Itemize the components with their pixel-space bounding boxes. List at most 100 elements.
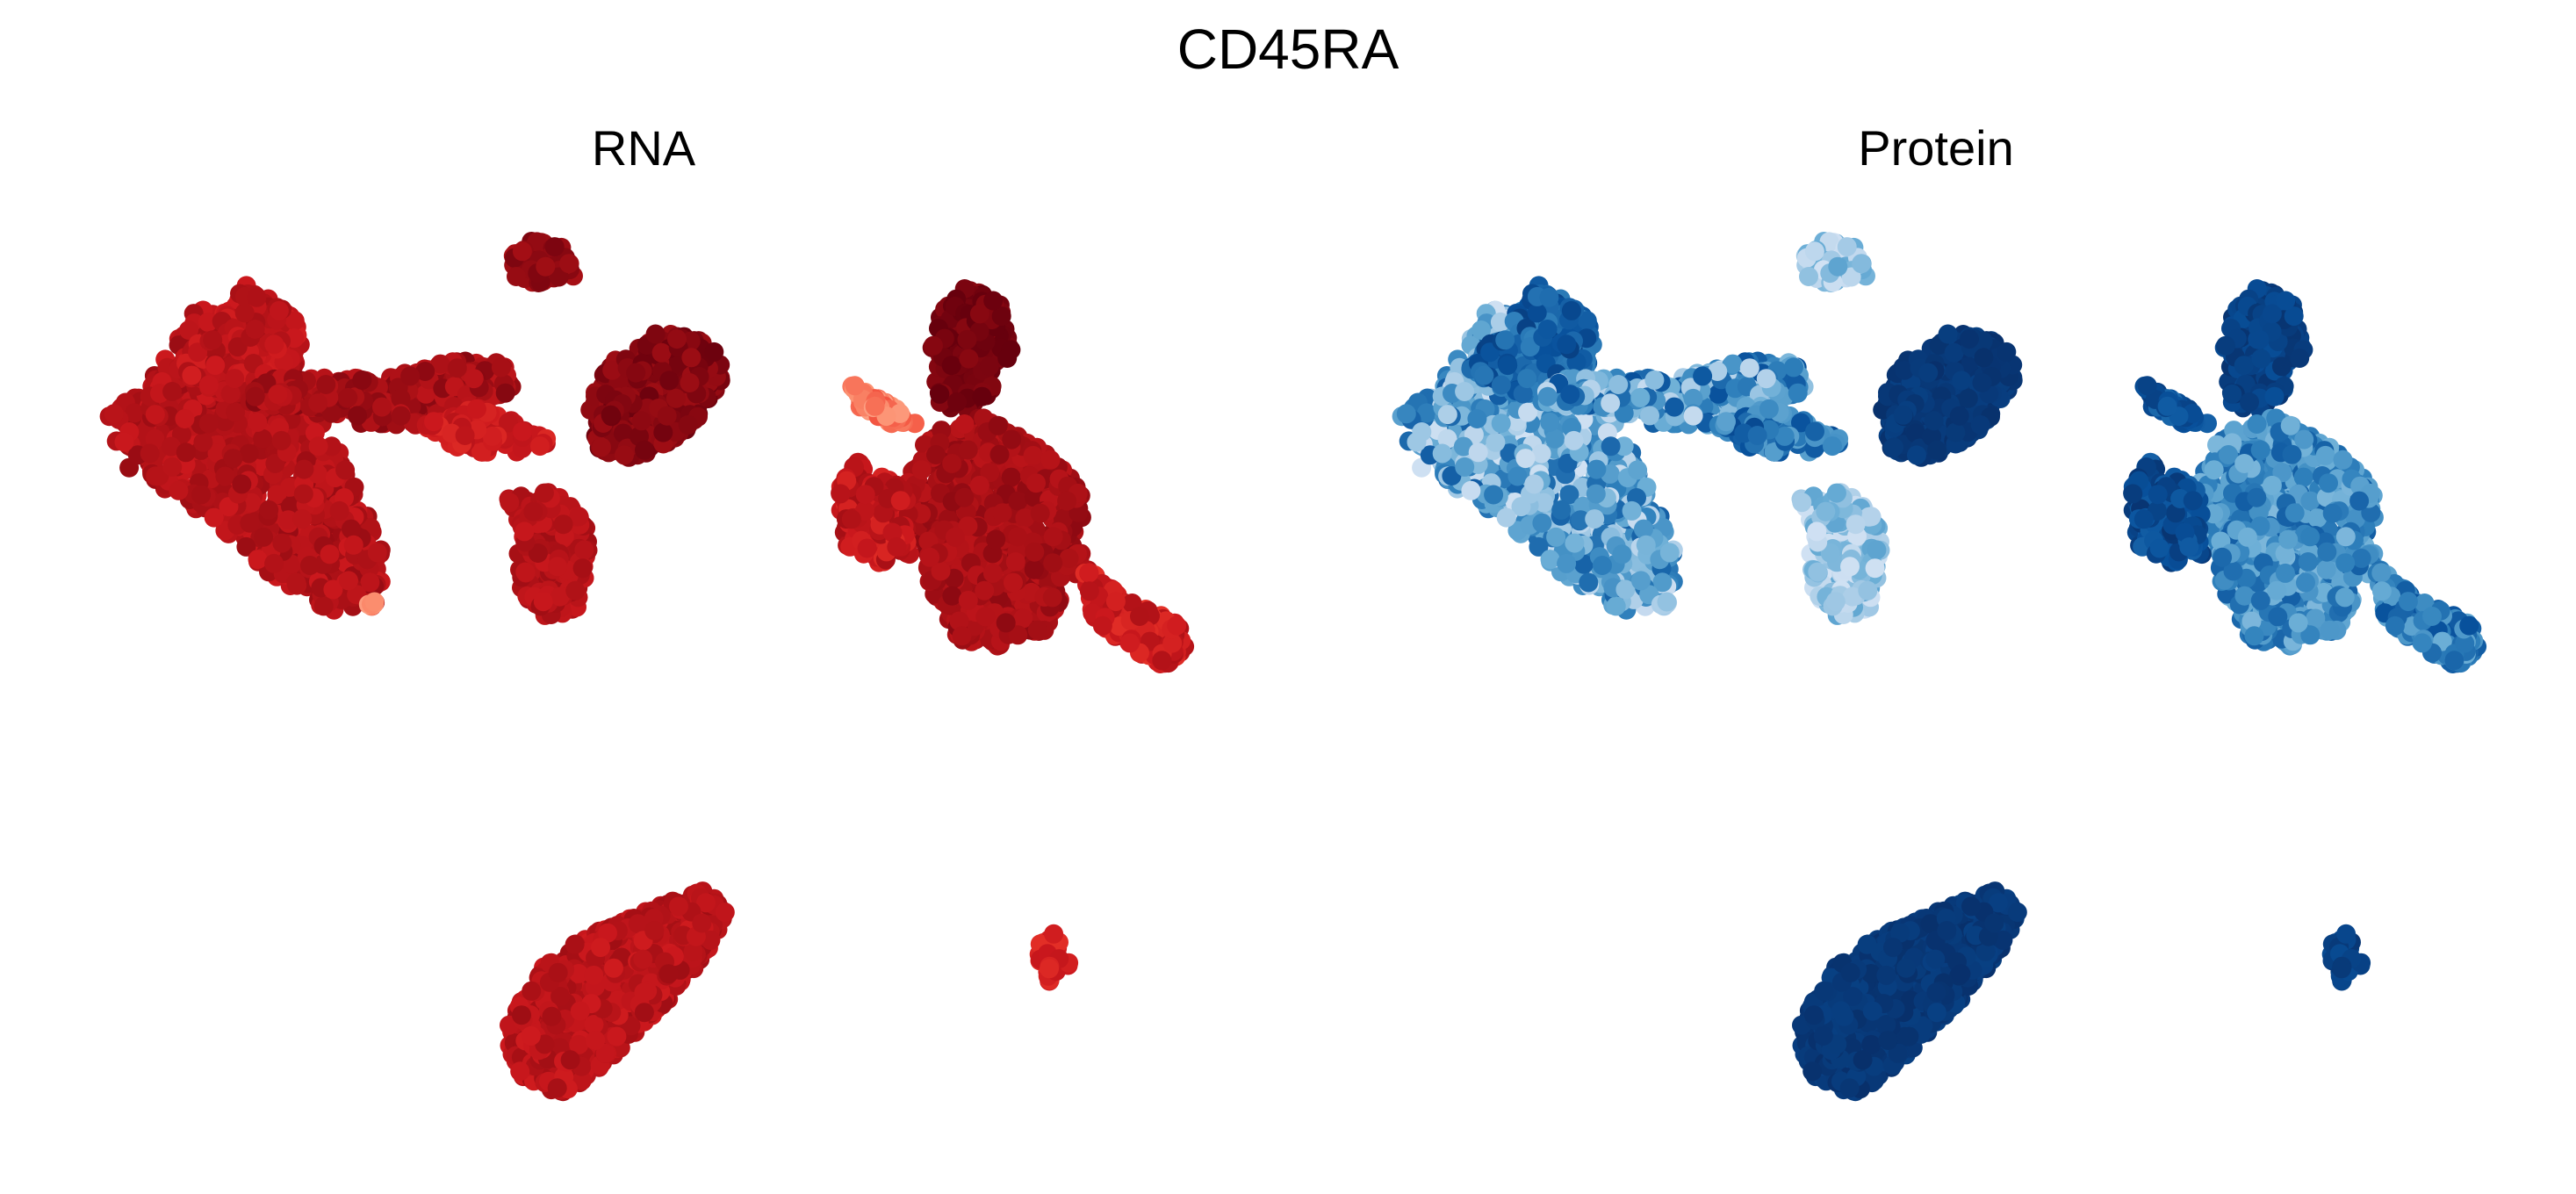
scatter-point [342, 519, 361, 539]
scatter-point [523, 501, 543, 521]
scatter-point [887, 537, 907, 557]
scatter-point [930, 384, 950, 404]
scatter-point [329, 500, 349, 521]
scatter-point [954, 487, 975, 507]
scatter-point [464, 369, 484, 389]
scatter-point [364, 592, 385, 612]
scatter-point [140, 443, 160, 464]
scatter-point [191, 485, 212, 505]
scatter-point [447, 358, 467, 378]
scatter-point [975, 607, 996, 627]
scatter-point [704, 342, 724, 362]
scatter-point [989, 444, 1010, 464]
scatter-point [179, 320, 198, 340]
scatter-point [240, 513, 260, 533]
scatter-point [1027, 620, 1047, 640]
scatter-point [507, 267, 526, 286]
scatter-point [1001, 467, 1021, 487]
scatter-point [205, 356, 226, 376]
scatter-point [530, 436, 550, 457]
scatter-point [715, 903, 735, 923]
scatter-point [1024, 559, 1044, 579]
scatter-point [547, 1078, 567, 1098]
scatter-point [657, 406, 677, 426]
scatter-point [1026, 473, 1046, 493]
scatter-point [286, 572, 306, 593]
scatter-point [865, 396, 885, 416]
scatter-point [604, 958, 623, 978]
scatter-point [367, 543, 387, 563]
scatter-point [313, 596, 334, 616]
scatter-point [548, 962, 568, 982]
scatter-point [1008, 491, 1028, 511]
scatter-point [911, 460, 932, 480]
scatter-point [293, 484, 313, 504]
scatter-point [278, 510, 299, 530]
scatter-point [182, 365, 202, 385]
scatter-point [162, 457, 183, 477]
scatter-point [125, 403, 144, 423]
scatter-point [841, 509, 861, 529]
scatter-point [338, 387, 358, 407]
scatter-point [226, 402, 246, 422]
scatter-point [198, 312, 218, 332]
scatter-point [1043, 527, 1063, 547]
scatter-point [1008, 527, 1028, 547]
scatter-point [920, 547, 940, 567]
scatter-point [514, 521, 535, 542]
scatter-point [316, 375, 336, 394]
scatter-point [248, 412, 268, 432]
scatter-point [491, 357, 511, 378]
scatter-point [941, 356, 961, 376]
scatter-point [601, 405, 621, 425]
scatter-point [1040, 959, 1059, 979]
scatter-point [245, 386, 265, 406]
scatter-point [992, 503, 1012, 523]
scatter-point [592, 437, 611, 457]
scatter-point [114, 432, 134, 452]
rna-panel-title: RNA [592, 120, 696, 176]
scatter-point [954, 414, 975, 434]
scatter-point [983, 291, 1004, 311]
scatter-point [680, 373, 700, 392]
scatter-point [890, 491, 910, 511]
scatter-point [536, 256, 556, 277]
scatter-point [1079, 581, 1099, 601]
scatter-point [510, 1061, 530, 1082]
scatter-point [586, 1031, 606, 1050]
scatter-point [1105, 592, 1126, 612]
scatter-point [339, 571, 358, 591]
scatter-point [565, 580, 586, 601]
scatter-point [515, 562, 536, 582]
scatter-point [533, 592, 553, 612]
scatter-point [204, 507, 224, 528]
scatter-point [239, 443, 259, 464]
scatter-point [986, 529, 1006, 550]
scatter-point [591, 938, 610, 958]
scatter-point [193, 432, 213, 452]
scatter-point [162, 382, 183, 401]
scatter-point [161, 436, 181, 457]
scatter-point [323, 579, 343, 600]
scatter-point [678, 415, 698, 435]
scatter-point [681, 348, 702, 368]
scatter-point [253, 428, 273, 449]
scatter-point [300, 556, 320, 575]
scatter-point [666, 388, 686, 408]
scatter-point [236, 536, 256, 557]
scatter-point [565, 934, 585, 954]
scatter-point [634, 1003, 654, 1023]
scatter-point [979, 356, 999, 377]
scatter-point [1043, 553, 1063, 573]
scatter-point [495, 383, 515, 403]
scatter-point [264, 334, 284, 355]
scatter-point [1042, 587, 1062, 608]
scatter-point [559, 254, 579, 274]
scatter-point [225, 369, 245, 389]
scatter-point [945, 527, 965, 547]
scatter-point [1040, 450, 1061, 470]
scatter-point [207, 443, 227, 464]
scatter-point [959, 349, 979, 369]
scatter-point [104, 404, 124, 424]
